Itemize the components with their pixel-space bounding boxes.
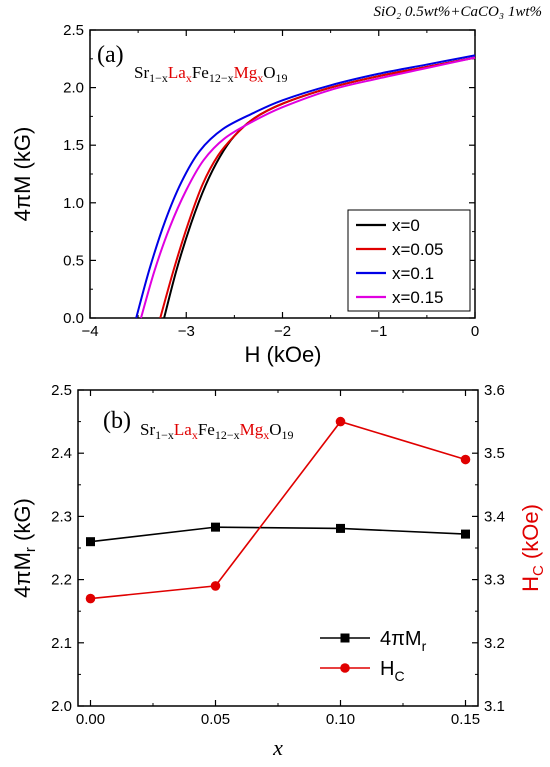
panel-a-y-tick-label: 0.0 bbox=[63, 310, 84, 327]
panel-b-legend-sub-1: C bbox=[394, 668, 404, 684]
header-note: SiO₂ 0.5wt%+CaCO₃ 1wt% bbox=[374, 4, 542, 20]
panel-b-x-axis-title: x bbox=[272, 735, 283, 760]
panel-b-legend-name-1: H bbox=[380, 658, 394, 680]
panel-b-label: (b) bbox=[103, 408, 131, 434]
panel-a-x-axis-title: H (kOe) bbox=[245, 342, 322, 367]
panel-b-point-1-3 bbox=[460, 454, 471, 465]
panel-a-y-tick-label: 2.0 bbox=[63, 80, 84, 97]
panel-b-x-tick-label: 0.15 bbox=[451, 711, 480, 728]
panel-a-x-tick-label: −3 bbox=[178, 323, 195, 340]
panel-b-left-y-tick-label: 2.4 bbox=[51, 445, 72, 462]
panel-a-y-tick-label: 0.5 bbox=[63, 252, 84, 269]
panel-a-x-tick-label: 0 bbox=[471, 323, 479, 340]
panel-b-right-axis-title: HC (kOe) bbox=[518, 504, 547, 592]
panel-b-point-0-0 bbox=[86, 537, 95, 547]
panel-b-formula: Sr1−xLaxFe12−xMgxO19 bbox=[140, 420, 294, 442]
panel-b-point-1-0 bbox=[85, 593, 96, 604]
panel-b-point-0-3 bbox=[461, 529, 470, 539]
panel-b-x-tick-label: 0.05 bbox=[201, 711, 230, 728]
panel-a-legend-label-1: x=0.05 bbox=[392, 240, 444, 259]
panel-b-left-y-tick-label: 2.5 bbox=[51, 382, 72, 399]
panel-b-right-y-tick-label: 3.6 bbox=[484, 382, 505, 399]
panel-a-x-tick-label: −4 bbox=[81, 323, 98, 340]
panel-b-x-tick-label: 0.00 bbox=[76, 711, 105, 728]
panel-b-legend-name-0: 4πM bbox=[380, 628, 422, 650]
panel-b-point-0-1 bbox=[211, 522, 220, 532]
panel-b-left-y-tick-label: 2.0 bbox=[51, 698, 72, 715]
panel-b-point-1-2 bbox=[335, 416, 346, 427]
panel-a-series-line-2 bbox=[135, 54, 476, 319]
panel-a-legend-label-3: x=0.15 bbox=[392, 288, 444, 307]
panel-b-left-axis-title: 4πMr (kG) bbox=[10, 498, 39, 598]
panel-a-chart: −4 −3 −2 −1 0 0.0 0.5 1.0 1.5 2.0 2.5 (a) Sr1−xLax… bbox=[10, 22, 479, 367]
panel-b-right-y-tick-label: 3.2 bbox=[484, 635, 505, 652]
panel-b-left-y-tick-label: 2.1 bbox=[51, 635, 72, 652]
panel-b-x-tick-label: 0.10 bbox=[326, 711, 355, 728]
panel-a-y-tick-label: 2.5 bbox=[63, 22, 84, 39]
panel-b-right-y-tick-label: 3.3 bbox=[484, 572, 505, 589]
panel-b-legend-sub-0: r bbox=[422, 638, 427, 654]
panel-b-chart: 0.00 0.05 0.10 0.15 2.0 2.1 2.2 2.3 2.4 2.5 3.1 3.2… bbox=[10, 382, 547, 760]
panel-a-legend: x=0 x=0.05 x=0.1 x=0.15 bbox=[347, 209, 471, 312]
panel-b-right-y-tick-label: 3.1 bbox=[484, 698, 505, 715]
panel-b-legend-label-1: HC bbox=[380, 658, 405, 684]
panel-a-label: (a) bbox=[97, 42, 124, 68]
panel-b-legend-marker-1 bbox=[340, 663, 350, 673]
panel-a-y-tick-label: 1.5 bbox=[63, 137, 84, 154]
panel-b-point-1-1 bbox=[210, 581, 221, 591]
panel-b-left-y-tick-label: 2.2 bbox=[51, 572, 72, 589]
panel-b-right-y-tick-label: 3.4 bbox=[484, 508, 505, 525]
panel-a-series-line-3 bbox=[140, 56, 476, 319]
panel-b-series-line-0 bbox=[90, 526, 466, 543]
panel-b-right-y-tick-label: 3.5 bbox=[484, 445, 505, 462]
panel-a-x-tick-label: −1 bbox=[370, 323, 387, 340]
panel-b-legend: 4πMr HC bbox=[320, 628, 427, 684]
panel-b-series-line-1 bbox=[90, 420, 466, 600]
panel-a-y-tick-label: 1.0 bbox=[63, 195, 84, 212]
panel-a-legend-box bbox=[347, 209, 471, 312]
panel-a-x-tick-label: −2 bbox=[274, 323, 291, 340]
panel-b-point-0-2 bbox=[336, 523, 345, 533]
panel-b-legend-marker-0 bbox=[340, 633, 350, 643]
panel-a-legend-label-0: x=0 bbox=[392, 216, 420, 235]
panel-a-y-axis-title: 4πM (kG) bbox=[10, 127, 35, 222]
panel-a-formula: Sr1−xLaxFe12−xMgxO19 bbox=[134, 63, 288, 85]
panel-b-left-y-tick-label: 2.3 bbox=[51, 508, 72, 525]
panel-a-legend-label-2: x=0.1 bbox=[392, 264, 434, 283]
panel-b-legend-label-0: 4πMr bbox=[380, 628, 427, 654]
